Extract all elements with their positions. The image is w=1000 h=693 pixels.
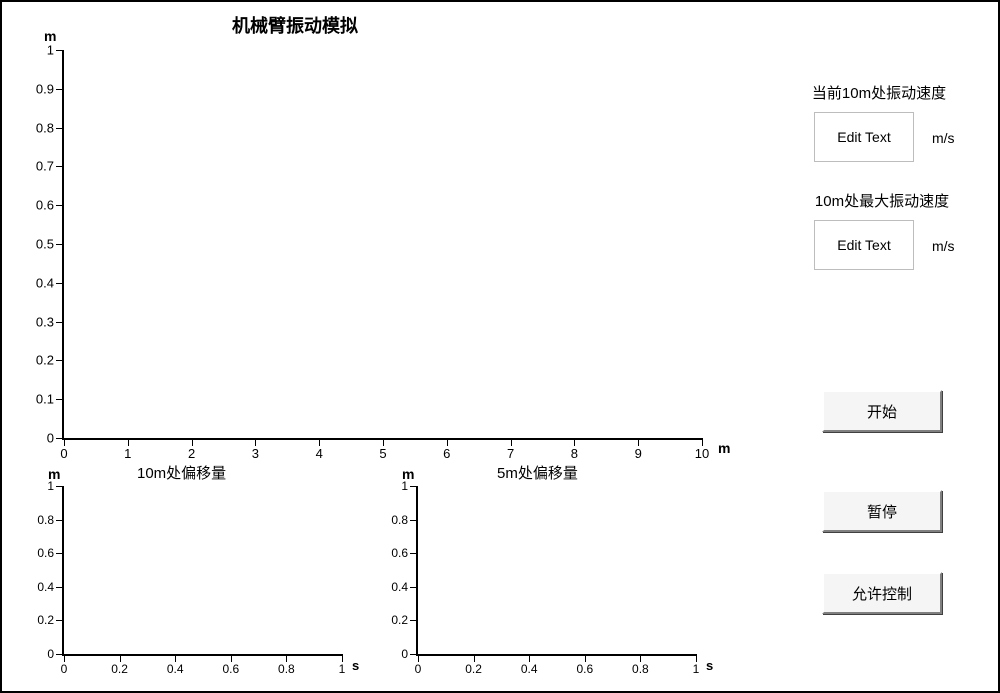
xtick-label: 4 [316, 438, 323, 461]
ytick-label: 1 [47, 479, 64, 493]
app-window: 机械臂振动模拟 m 00.10.20.30.40.50.60.70.80.910… [0, 0, 1000, 693]
sub-right-xunit: s [706, 658, 713, 673]
xtick-label: 1 [693, 654, 700, 676]
ytick-label: 0.1 [36, 392, 64, 407]
ytick-label: 0.4 [37, 580, 64, 594]
ytick-label: 0.2 [37, 613, 64, 627]
pause-button-label: 暂停 [867, 501, 897, 522]
xtick-label: 1 [339, 654, 346, 676]
ytick-label: 1 [47, 43, 64, 58]
pause-button[interactable]: 暂停 [822, 490, 942, 532]
xtick-label: 0.6 [222, 654, 239, 676]
sub-right-title: 5m处偏移量 [497, 462, 578, 483]
allow-control-button-label: 允许控制 [852, 583, 912, 604]
xtick-label: 9 [635, 438, 642, 461]
ytick-label: 0.4 [36, 275, 64, 290]
ytick-label: 0.6 [391, 546, 418, 560]
sub-left-xunit: s [352, 658, 359, 673]
ytick-label: 0.7 [36, 159, 64, 174]
ytick-label: 0.9 [36, 81, 64, 96]
sub-left-title: 10m处偏移量 [137, 462, 226, 483]
edit-placeholder: Edit Text [837, 129, 890, 145]
xtick-label: 0.8 [632, 654, 649, 676]
xtick-label: 0 [61, 654, 68, 676]
edit-placeholder: Edit Text [837, 237, 890, 253]
ytick-label: 0.6 [37, 546, 64, 560]
sub-chart-right: 00.20.40.60.8100.20.40.60.81 [416, 486, 696, 656]
xtick-label: 0.4 [521, 654, 538, 676]
ytick-label: 0.4 [391, 580, 418, 594]
xtick-label: 7 [507, 438, 514, 461]
xtick-label: 0.6 [576, 654, 593, 676]
start-button[interactable]: 开始 [822, 390, 942, 432]
xtick-label: 0 [415, 654, 422, 676]
current-speed-input[interactable]: Edit Text [814, 112, 914, 162]
xtick-label: 0 [60, 438, 67, 461]
xtick-label: 3 [252, 438, 259, 461]
xtick-label: 10 [695, 438, 709, 461]
xtick-label: 1 [124, 438, 131, 461]
ytick-label: 0.8 [391, 513, 418, 527]
xtick-label: 0.8 [278, 654, 295, 676]
xtick-label: 0.2 [465, 654, 482, 676]
xtick-label: 6 [443, 438, 450, 461]
max-speed-unit: m/s [932, 238, 955, 254]
allow-control-button[interactable]: 允许控制 [822, 572, 942, 614]
ytick-label: 0.2 [36, 353, 64, 368]
start-button-label: 开始 [867, 401, 897, 422]
ytick-label: 0.8 [36, 120, 64, 135]
current-speed-label: 当前10m处振动速度 [794, 82, 964, 103]
main-chart-xunit: m [718, 440, 730, 456]
ytick-label: 0.6 [36, 198, 64, 213]
xtick-label: 5 [379, 438, 386, 461]
xtick-label: 0.4 [167, 654, 184, 676]
xtick-label: 8 [571, 438, 578, 461]
sub-chart-left: 00.20.40.60.8100.20.40.60.81 [62, 486, 342, 656]
ytick-label: 1 [401, 479, 418, 493]
ytick-label: 0.8 [37, 513, 64, 527]
max-speed-label: 10m处最大振动速度 [792, 190, 972, 211]
xtick-label: 2 [188, 438, 195, 461]
xtick-label: 0.2 [111, 654, 128, 676]
max-speed-input[interactable]: Edit Text [814, 220, 914, 270]
main-chart: 00.10.20.30.40.50.60.70.80.9101234567891… [62, 50, 702, 440]
main-title: 机械臂振动模拟 [232, 12, 358, 38]
ytick-label: 0.5 [36, 237, 64, 252]
ytick-label: 0.2 [391, 613, 418, 627]
ytick-label: 0.3 [36, 314, 64, 329]
current-speed-unit: m/s [932, 130, 955, 146]
